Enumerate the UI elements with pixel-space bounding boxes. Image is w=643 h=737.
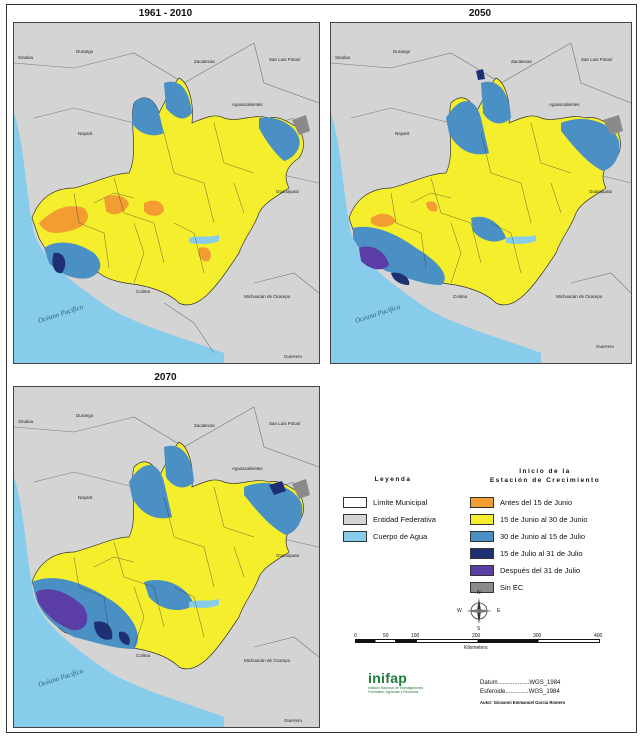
legend-swatch xyxy=(470,497,494,508)
svg-text:Guerrero: Guerrero xyxy=(596,344,615,349)
legend-item-cuerpo-de-agua: Cuerpo de Agua xyxy=(343,531,427,542)
legend-item-entidad-federativa: Entidad Federativa xyxy=(343,514,436,525)
svg-text:Guanajuato: Guanajuato xyxy=(276,189,300,194)
svg-text:Michoacán de Ocampo: Michoacán de Ocampo xyxy=(244,658,291,663)
compass-north: N xyxy=(477,590,481,596)
svg-text:Zacatecas: Zacatecas xyxy=(511,59,533,64)
svg-text:Sinaloa: Sinaloa xyxy=(18,55,34,60)
compass-west: W xyxy=(457,608,462,614)
svg-text:Colima: Colima xyxy=(136,653,151,658)
legend-swatch xyxy=(470,565,494,576)
legend-swatch xyxy=(470,531,494,542)
svg-text:Zacatecas: Zacatecas xyxy=(194,59,216,64)
scale-tick-50: 50 xyxy=(383,633,389,639)
svg-text:Michoacán de Ocampo: Michoacán de Ocampo xyxy=(556,294,603,299)
legend-item-antes-15-junio: Antes del 15 de Junio xyxy=(470,497,572,508)
legend-label: Límite Municipal xyxy=(373,498,428,507)
map-svg: Sinaloa Durango Zacatecas San Luis Potos… xyxy=(14,23,319,363)
svg-text:Colima: Colima xyxy=(453,294,468,299)
map-2070: Sinaloa Durango Zacatecas San Luis Potos… xyxy=(13,386,320,728)
map-title-2070: 2070 xyxy=(154,372,177,383)
legend-title: Leyenda xyxy=(374,476,412,483)
legend-label: Antes del 15 de Junio xyxy=(500,498,573,507)
scale-tick-100: 100 xyxy=(411,633,420,639)
map-svg: Sinaloa Durango Zacatecas San Luis Potos… xyxy=(14,387,319,727)
legend-swatch xyxy=(343,531,367,542)
jalisco-region xyxy=(31,441,304,670)
logo-subtitle: Instituto Nacional de Investigaciones Fo… xyxy=(368,686,424,694)
svg-text:Sinaloa: Sinaloa xyxy=(335,55,351,60)
ocean-area xyxy=(14,477,224,727)
datum-row: Datum...................WGS_1984 xyxy=(480,680,561,686)
svg-text:Guanajuato: Guanajuato xyxy=(589,189,613,194)
svg-text:Durango: Durango xyxy=(76,49,94,54)
map-2050: Sinaloa Durango Zacatecas San Luis Potos… xyxy=(330,22,632,364)
legend-label: Sin EC xyxy=(500,583,524,592)
svg-text:Aguascalientes: Aguascalientes xyxy=(232,102,263,107)
legend-label: 15 de Julio al 31 de Julio xyxy=(500,549,583,558)
svg-text:Nayarit: Nayarit xyxy=(78,495,93,500)
legend-subtitle-2: Estación de Crecimiento xyxy=(489,477,601,484)
svg-text:Nayarit: Nayarit xyxy=(395,131,410,136)
ocean-area xyxy=(331,113,541,363)
svg-text:Michoacán de Ocampo: Michoacán de Ocampo xyxy=(244,294,291,299)
ocean-area xyxy=(14,113,224,363)
scale-tick-0: 0 xyxy=(354,633,357,639)
svg-text:Sinaloa: Sinaloa xyxy=(18,419,34,424)
author-credit: Autor: Giovanni Emmanuel García Romero xyxy=(480,700,566,705)
svg-text:Durango: Durango xyxy=(393,49,411,54)
svg-text:Guanajuato: Guanajuato xyxy=(276,553,300,558)
svg-text:Zacatecas: Zacatecas xyxy=(194,423,216,428)
legend-swatch xyxy=(343,514,367,525)
compass-south: S xyxy=(477,626,481,632)
legend-item-despues-31-julio: Después del 31 de Julio xyxy=(470,565,580,576)
legend-item-sin-ec: Sin EC xyxy=(470,582,523,593)
legend-swatch xyxy=(470,582,494,593)
legend-swatch xyxy=(343,497,367,508)
svg-text:San Luis Potosí: San Luis Potosí xyxy=(269,421,301,426)
jalisco-region xyxy=(348,77,621,306)
legend-item-30-junio-15-julio: 30 de Junio al 15 de Julio xyxy=(470,531,585,542)
svg-text:Nayarit: Nayarit xyxy=(78,131,93,136)
esferoide-row: Esferoide..............WGS_1984 xyxy=(480,689,560,695)
scale-unit: Kilometers xyxy=(464,645,488,651)
map-1961-2010: Sinaloa Durango Zacatecas San Luis Potos… xyxy=(13,22,320,364)
svg-text:Durango: Durango xyxy=(76,413,94,418)
jalisco-region xyxy=(31,77,304,306)
scale-tick-200: 200 xyxy=(472,633,481,639)
svg-text:San Luis Potosí: San Luis Potosí xyxy=(269,57,301,62)
map-title-2050: 2050 xyxy=(468,8,492,19)
svg-text:Guerrero: Guerrero xyxy=(284,718,303,723)
inifap-logo: inifap Instituto Nacional de Investigaci… xyxy=(368,670,438,694)
svg-text:San Luis Potosí: San Luis Potosí xyxy=(581,57,613,62)
legend-label: 30 de Junio al 15 de Julio xyxy=(500,532,586,541)
legend-subtitle-1: Inicio de la xyxy=(519,468,571,475)
legend-swatch xyxy=(470,548,494,559)
legend-label: 15 de Junio al 30 de Junio xyxy=(500,515,588,524)
legend-label: Después del 31 de Julio xyxy=(500,566,581,575)
legend-label: Cuerpo de Agua xyxy=(373,532,428,541)
map-title-1961-2010: 1961 - 2010 xyxy=(138,8,193,19)
legend-item-15-30-junio: 15 de Junio al 30 de Junio xyxy=(470,514,588,525)
legend-item-limite-municipal: Límite Municipal xyxy=(343,497,427,508)
scale-tick-400: 400 xyxy=(594,633,603,639)
scale-bar xyxy=(355,639,600,643)
legend-label: Entidad Federativa xyxy=(373,515,436,524)
scale-tick-300: 300 xyxy=(533,633,542,639)
compass-east: E xyxy=(497,608,501,614)
figure-frame xyxy=(6,4,637,733)
map-svg: Sinaloa Durango Zacatecas San Luis Potos… xyxy=(331,23,631,363)
compass-rose-icon xyxy=(462,594,496,628)
svg-text:Aguascalientes: Aguascalientes xyxy=(232,466,263,471)
legend-swatch xyxy=(470,514,494,525)
svg-text:Aguascalientes: Aguascalientes xyxy=(549,102,580,107)
logo-name: inifap xyxy=(368,670,408,686)
svg-text:Guerrero: Guerrero xyxy=(284,354,303,359)
legend-item-15-31-julio: 15 de Julio al 31 de Julio xyxy=(470,548,583,559)
svg-text:Colima: Colima xyxy=(136,289,151,294)
